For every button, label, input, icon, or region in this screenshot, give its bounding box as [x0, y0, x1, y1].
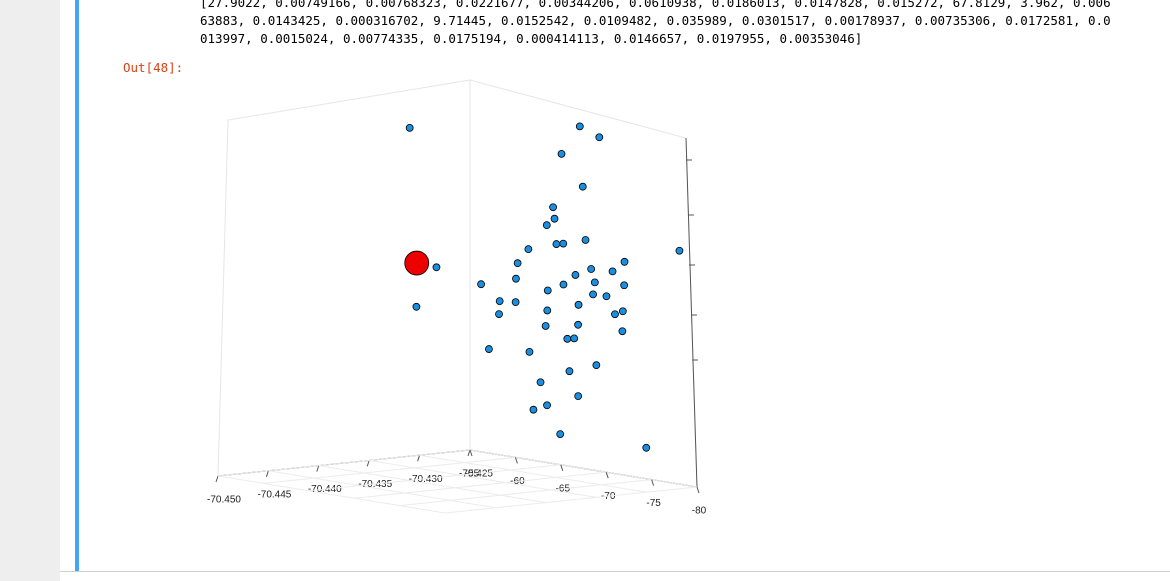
y-tick	[605, 472, 609, 479]
point	[618, 307, 627, 316]
y-tick-label: -80	[692, 506, 707, 517]
point	[571, 271, 580, 279]
point	[485, 345, 493, 353]
z-axis	[685, 137, 698, 488]
point	[581, 236, 590, 244]
point	[513, 259, 522, 268]
point	[432, 263, 441, 272]
grid-line	[318, 465, 546, 504]
point	[570, 334, 579, 343]
point	[620, 281, 629, 290]
point	[525, 347, 534, 356]
point	[559, 280, 568, 289]
y-tick	[514, 457, 518, 464]
grid-line	[469, 449, 698, 488]
x-tick	[316, 465, 320, 472]
point	[595, 133, 604, 142]
grid-line	[263, 456, 516, 484]
x-tick-label: -70.430	[409, 474, 443, 485]
point	[543, 401, 551, 410]
point	[512, 274, 520, 283]
output-line: [27.9022, 0.00749166, 0.00768323, 0.0221…	[200, 0, 1111, 10]
point	[675, 246, 684, 255]
grid-line	[419, 454, 647, 493]
grid-line	[308, 464, 561, 492]
point	[574, 300, 583, 309]
point	[543, 286, 552, 295]
point	[543, 306, 552, 315]
x-tick-label: -70.440	[308, 484, 342, 495]
y-tick	[560, 464, 564, 471]
sidebar	[0, 0, 60, 581]
point	[552, 240, 561, 248]
point	[592, 361, 601, 370]
point	[559, 239, 568, 248]
point	[412, 302, 421, 311]
grid-line	[268, 470, 496, 509]
y-tick	[651, 479, 655, 486]
x-tick	[417, 455, 421, 462]
grid-line	[444, 486, 698, 514]
output-cell	[60, 0, 1170, 572]
point	[587, 265, 596, 273]
point	[550, 214, 559, 223]
cell-selection-bar	[75, 0, 79, 571]
point	[620, 257, 629, 266]
point	[574, 392, 583, 401]
point	[578, 182, 587, 191]
point	[549, 203, 557, 212]
x-tick	[215, 475, 219, 483]
point	[608, 267, 617, 276]
point	[524, 245, 533, 254]
point	[536, 378, 545, 387]
point	[642, 443, 651, 452]
point	[602, 292, 611, 301]
x-tick	[467, 449, 471, 457]
point	[565, 367, 574, 376]
point	[563, 334, 572, 343]
point	[557, 149, 566, 158]
grid-line	[354, 471, 607, 499]
back-pane	[217, 79, 471, 477]
point	[618, 327, 627, 336]
x-tick-label: -70.435	[358, 479, 392, 490]
point	[541, 322, 550, 330]
x-tick	[265, 470, 269, 477]
point	[589, 290, 597, 299]
grid-line	[369, 459, 597, 498]
point	[556, 430, 565, 438]
output-prompt: Out[48]:	[123, 60, 184, 75]
output-line: 63883, 0.0143425, 0.000316702, 9.71445, …	[200, 13, 1111, 28]
grid-line	[217, 449, 471, 477]
y-tick	[696, 486, 700, 494]
point	[590, 278, 599, 287]
point	[495, 297, 504, 306]
output-line: 013997, 0.0015024, 0.00774335, 0.0175194…	[200, 31, 863, 46]
point	[575, 122, 584, 131]
point	[511, 298, 520, 307]
x-tick	[366, 460, 370, 467]
y-tick-label: -75	[646, 498, 661, 509]
side-pane	[469, 79, 698, 488]
point	[477, 280, 485, 289]
grid-line	[399, 479, 652, 507]
point	[405, 123, 414, 132]
point	[404, 250, 430, 276]
y-tick	[469, 449, 473, 457]
point	[529, 405, 538, 414]
x-tick-label: -70.450	[207, 495, 241, 506]
x-tick-label: -70.445	[257, 489, 291, 500]
point	[542, 221, 551, 230]
point	[495, 310, 503, 319]
x-tick-label: -70.425	[459, 469, 493, 480]
output-text: [27.9022, 0.00749166, 0.00768323, 0.0221…	[200, 0, 1111, 48]
point	[611, 310, 619, 319]
point	[574, 320, 582, 329]
grid-line	[217, 475, 446, 514]
